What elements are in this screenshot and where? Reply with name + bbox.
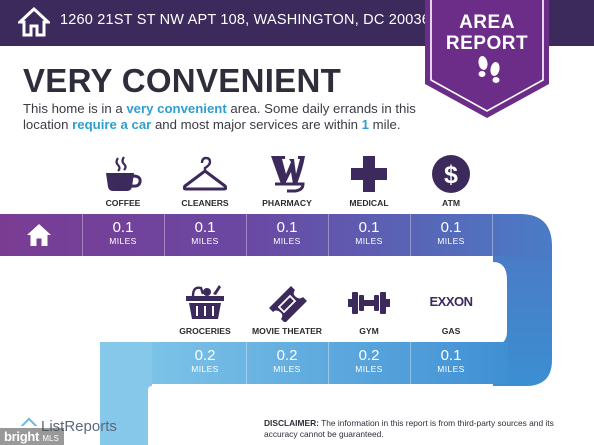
dumbbell-icon — [348, 292, 390, 314]
amenity-label: COFFEE — [105, 198, 141, 208]
distance-value: 0.2 — [276, 347, 298, 364]
amenity-label: PHARMACY — [262, 198, 312, 208]
distance-medical: 0.1 MILES — [328, 214, 410, 256]
distance-atm: 0.1 MILES — [410, 214, 492, 256]
watermark-sub: MLS — [42, 434, 59, 443]
amenity-groceries: GROCERIES — [164, 282, 246, 336]
watermark-main: bright — [4, 429, 40, 444]
band-divider — [410, 342, 411, 384]
distance-value: 0.2 — [194, 347, 216, 364]
band-divider — [246, 342, 247, 384]
amenity-label: MEDICAL — [349, 198, 389, 208]
band-divider — [328, 214, 329, 256]
distance-value: 0.1 — [440, 347, 462, 364]
distance-unit: MILES — [355, 236, 383, 246]
band-divider — [492, 214, 493, 256]
band-divider — [410, 214, 411, 256]
amenity-label: GAS — [441, 326, 461, 336]
distance-value: 0.1 — [276, 219, 298, 236]
route-track — [0, 214, 552, 445]
distance-value: 0.1 — [194, 219, 216, 236]
bright-mls-watermark: bright MLS — [0, 428, 64, 445]
property-address: 1260 21ST ST NW APT 108, WASHINGTON, DC … — [60, 12, 431, 28]
distance-value: 0.1 — [358, 219, 380, 236]
page-title: VERY CONVENIENT — [23, 62, 342, 99]
distance-gas: 0.1 MILES — [410, 342, 492, 384]
svg-text:$: $ — [444, 161, 458, 189]
distance-unit: MILES — [191, 236, 219, 246]
distance-value: 0.1 — [440, 219, 462, 236]
hanger-icon — [183, 156, 227, 191]
home-start-icon — [27, 224, 51, 246]
footprints-icon — [478, 56, 500, 83]
svg-text:EXXON: EXXON — [429, 294, 472, 309]
amenity-coffee: COFFEE — [82, 154, 164, 208]
distance-unit: MILES — [437, 364, 465, 374]
badge-title: AREA REPORT — [425, 12, 549, 54]
distance-unit: MILES — [273, 364, 301, 374]
grocery-basket-icon — [186, 285, 224, 319]
distance-pharmacy: 0.1 MILES — [246, 214, 328, 256]
amenity-label: ATM — [442, 198, 460, 208]
amenity-cleaners: CLEANERS — [164, 154, 246, 208]
band-divider — [246, 214, 247, 256]
distance-value: 0.2 — [358, 347, 380, 364]
amenity-gas: EXXON GAS — [410, 282, 492, 336]
dollar-icon: $ — [432, 155, 470, 193]
amenity-medical: MEDICAL — [328, 154, 410, 208]
distance-cleaners: 0.1 MILES — [164, 214, 246, 256]
summary-text: This home is in a very convenient area. … — [23, 101, 416, 132]
distance-groceries: 0.2 MILES — [164, 342, 246, 384]
band-divider — [164, 214, 165, 256]
distance-unit: MILES — [437, 236, 465, 246]
band-divider — [328, 342, 329, 384]
exxon-logo: EXXON — [429, 294, 473, 309]
distance-unit: MILES — [273, 236, 301, 246]
distance-unit: MILES — [355, 364, 383, 374]
coffee-cup-icon — [106, 156, 142, 191]
disclaimer-label: DISCLAIMER: — [264, 418, 319, 428]
distance-unit: MILES — [109, 236, 137, 246]
walgreens-w-icon — [271, 156, 305, 193]
distance-value: 0.1 — [112, 219, 134, 236]
amenity-label: GROCERIES — [179, 326, 231, 336]
movie-ticket-icon — [269, 286, 307, 322]
amenity-pharmacy: PHARMACY — [246, 154, 328, 208]
badge-line-2: REPORT — [445, 33, 529, 54]
medical-cross-icon — [351, 156, 387, 192]
disclaimer: DISCLAIMER: The information in this repo… — [264, 418, 574, 440]
amenity-movie-theater: MOVIE THEATER — [246, 282, 328, 336]
badge-line-1: AREA — [459, 12, 515, 33]
amenity-label: CLEANERS — [181, 198, 229, 208]
distance-unit: MILES — [191, 364, 219, 374]
disclaimer-text: The information in this report is from t… — [264, 418, 554, 439]
distance-coffee: 0.1 MILES — [82, 214, 164, 256]
area-report-badge — [425, 0, 549, 118]
amenity-atm: $ ATM — [410, 154, 492, 208]
band-divider — [82, 214, 83, 256]
distance-movie-theater: 0.2 MILES — [246, 342, 328, 384]
amenity-gym: GYM — [328, 282, 410, 336]
distance-gym: 0.2 MILES — [328, 342, 410, 384]
amenity-label: GYM — [359, 326, 379, 336]
amenity-label: MOVIE THEATER — [251, 326, 323, 336]
home-icon — [18, 6, 50, 37]
